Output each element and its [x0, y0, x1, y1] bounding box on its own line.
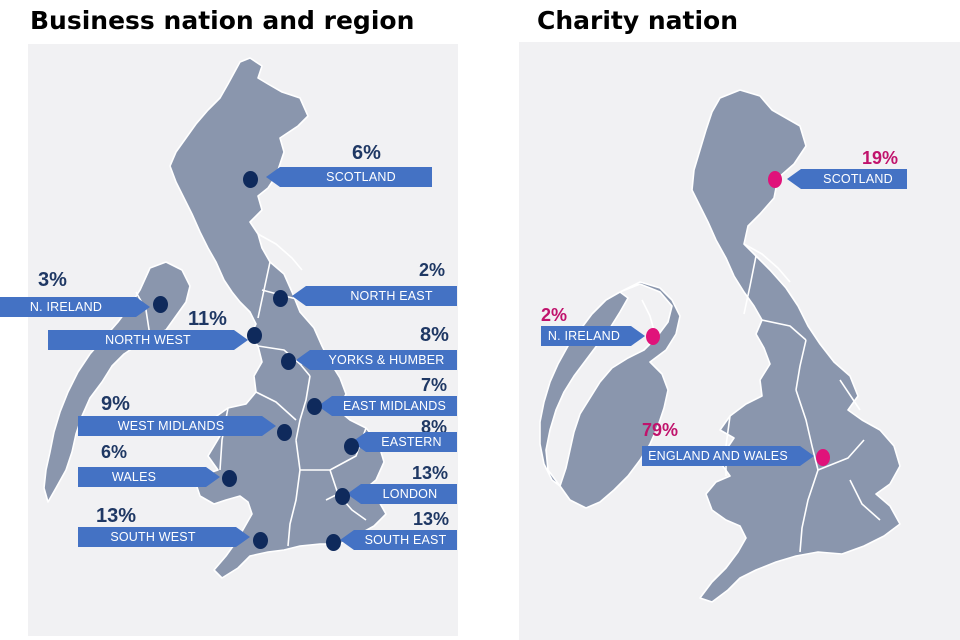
business-north-east-value: 2% — [419, 260, 446, 280]
business-eastern-marker — [344, 438, 359, 455]
business-west-midlands-label: WEST MIDLANDS — [78, 416, 276, 436]
business-north-east-marker — [273, 290, 288, 307]
business-south-west-value: 13% — [96, 505, 137, 527]
charity-n-ireland-marker — [646, 328, 660, 345]
business-london-label: LONDON — [347, 484, 457, 504]
charity-panel-title: Charity nation — [537, 6, 739, 35]
charity-england-wales-value: 79% — [642, 420, 679, 440]
charity-n-ireland-value: 2% — [541, 305, 568, 325]
business-east-midlands-label: EAST MIDLANDS — [318, 396, 457, 416]
charity-great-britain-shape — [691, 89, 901, 603]
business-great-britain-shape — [169, 57, 387, 579]
business-north-west-marker — [247, 327, 262, 344]
business-yorks-humber-label: YORKS & HUMBER — [296, 350, 457, 370]
business-ireland-shape — [43, 261, 191, 503]
business-west-midlands-value: 9% — [101, 393, 130, 415]
business-london-marker — [335, 488, 350, 505]
business-south-west-label: SOUTH WEST — [78, 527, 250, 547]
business-south-east-label: SOUTH EAST — [340, 530, 457, 550]
charity-scotland-label: SCOTLAND — [787, 169, 907, 189]
business-london-value: 13% — [412, 463, 449, 483]
business-eastern-label: EASTERN — [352, 432, 457, 452]
business-north-west-label: NORTH WEST — [48, 330, 248, 350]
charity-scotland-marker — [768, 171, 782, 188]
business-north-east-label: NORTH EAST — [292, 286, 457, 306]
business-scotland-label: SCOTLAND — [266, 167, 432, 187]
charity-scotland-value: 19% — [862, 148, 899, 168]
business-east-midlands-value: 7% — [421, 375, 448, 395]
business-south-east-marker — [326, 534, 341, 551]
business-panel-title: Business nation and region — [30, 6, 415, 35]
charity-n-ireland-label: N. IRELAND — [541, 326, 645, 346]
business-yorks-humber-value: 8% — [420, 324, 449, 346]
charity-england-wales-label: ENGLAND AND WALES — [642, 446, 814, 466]
business-wales-label: WALES — [78, 467, 220, 487]
business-east-midlands-marker — [307, 398, 322, 415]
charity-england-wales-marker — [816, 449, 830, 466]
business-north-west-value: 11% — [188, 308, 227, 330]
business-scotland-value: 6% — [352, 142, 381, 164]
business-scotland-marker — [243, 171, 258, 188]
business-yorks-humber-marker — [281, 353, 296, 370]
business-south-west-marker — [253, 532, 268, 549]
business-n-ireland-marker — [153, 296, 168, 313]
business-south-east-value: 13% — [413, 509, 450, 529]
business-n-ireland-value: 3% — [38, 269, 67, 291]
business-west-midlands-marker — [277, 424, 292, 441]
business-wales-marker — [222, 470, 237, 487]
business-wales-value: 6% — [101, 442, 128, 462]
business-n-ireland-label: N. IRELAND — [0, 297, 150, 317]
